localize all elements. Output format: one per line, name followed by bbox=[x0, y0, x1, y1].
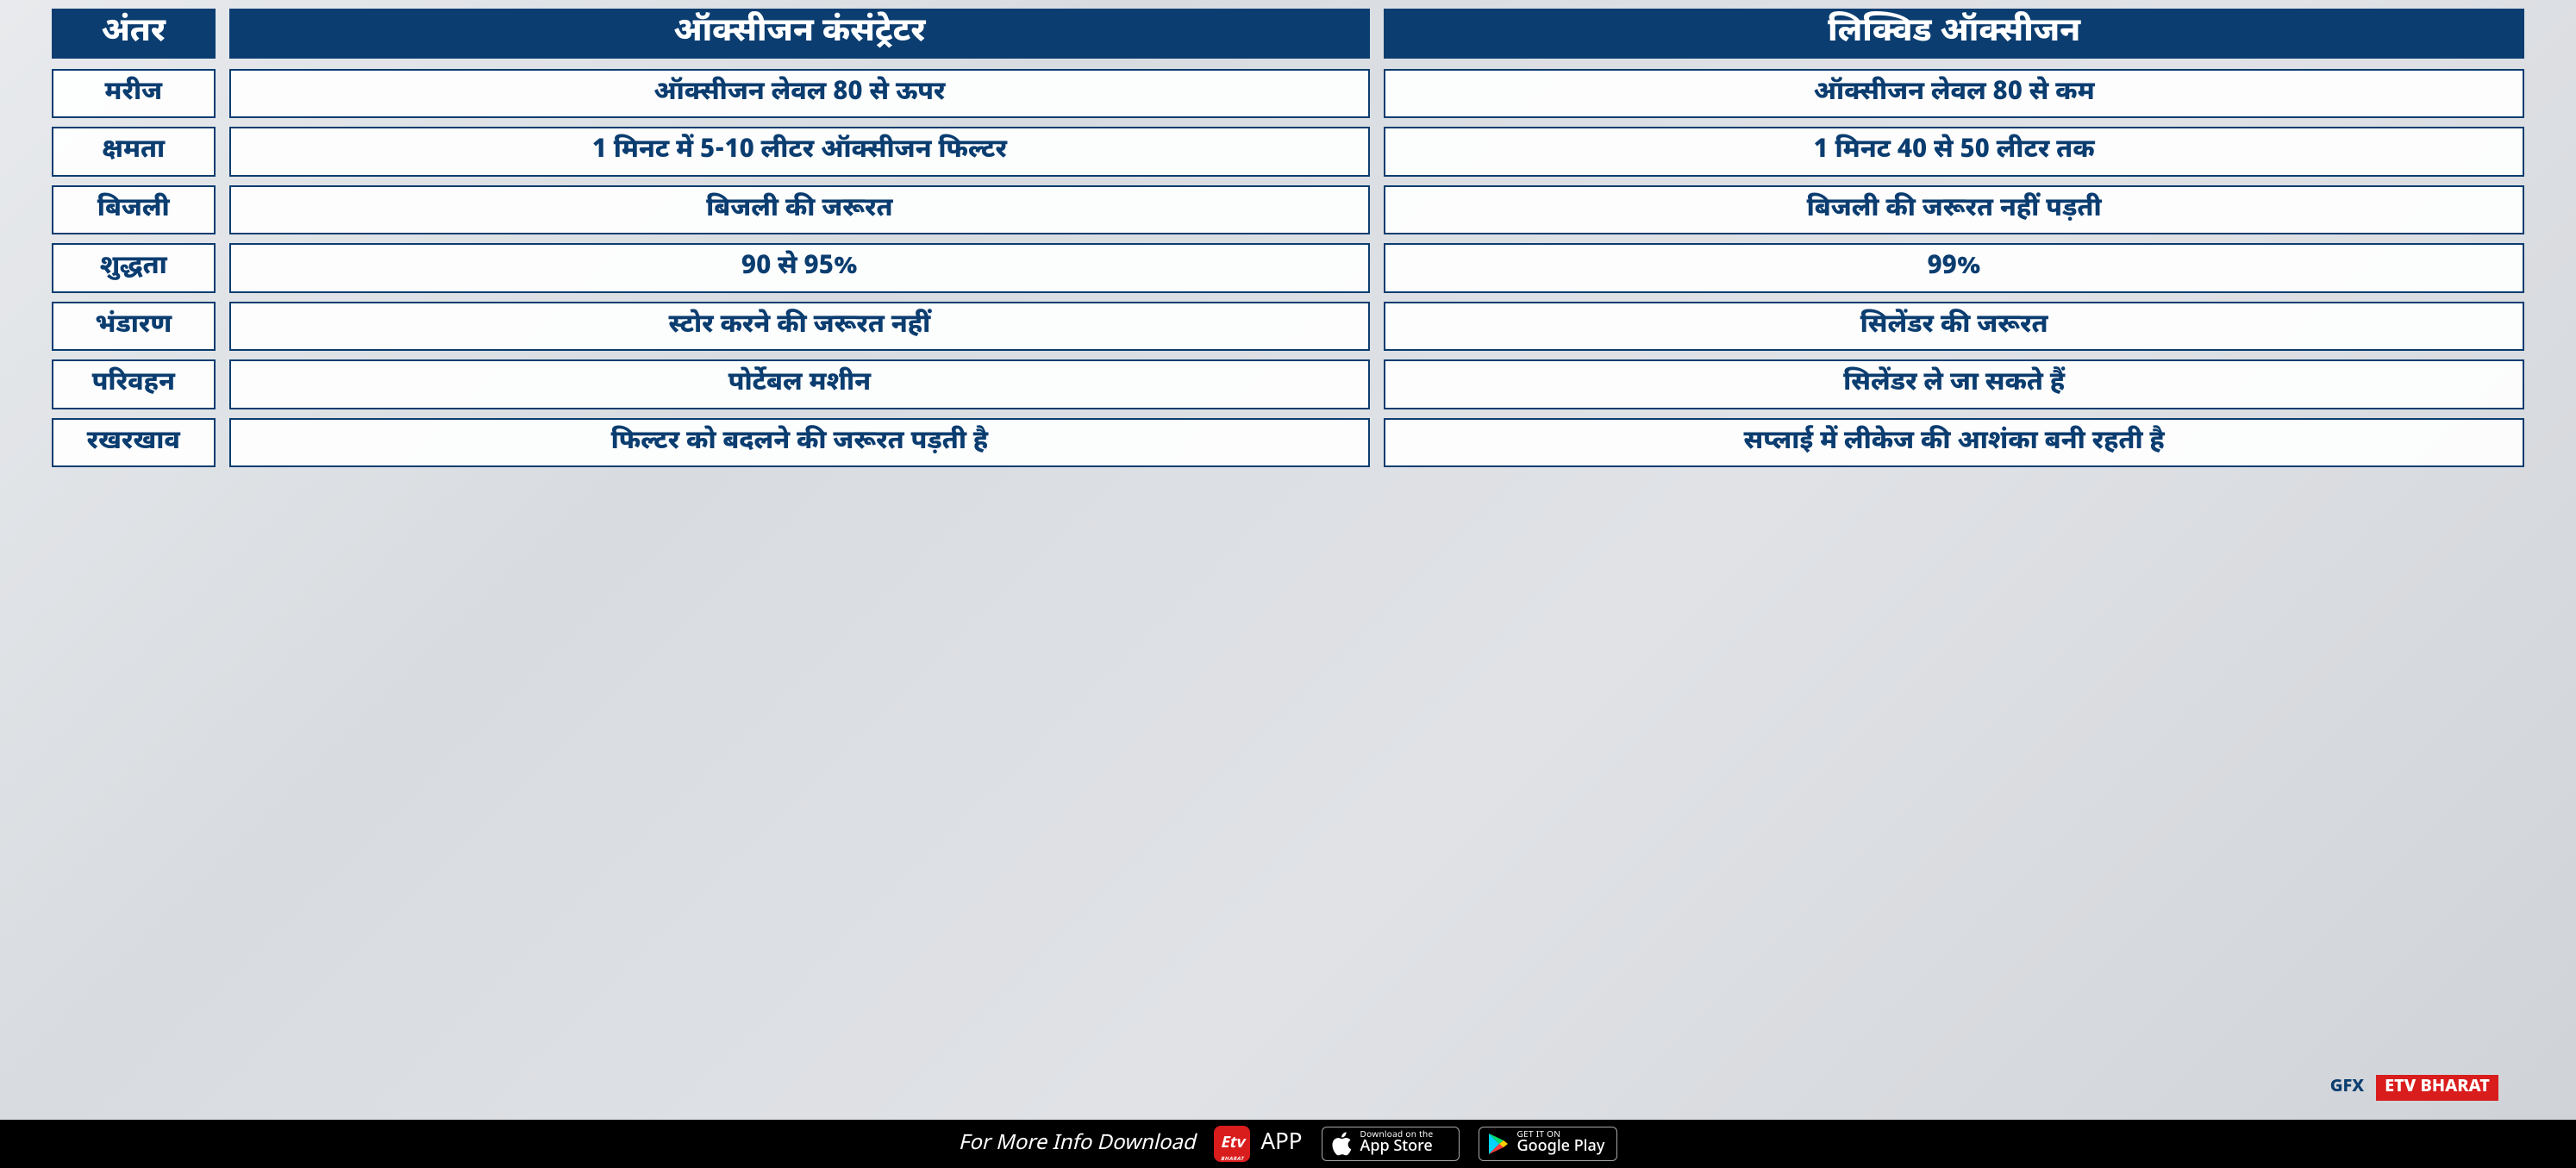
table-row: बिजली बिजली की जरूरत बिजली की जरूरत नहीं… bbox=[52, 185, 2524, 235]
gfx-credit: GFX ETV BHARAT bbox=[2323, 1075, 2498, 1101]
row-col-a: 1 मिनट में 5-10 लीटर ऑक्सीजन फिल्टर bbox=[229, 127, 1370, 177]
row-col-a: पोर्टेबल मशीन bbox=[229, 359, 1370, 409]
row-col-b: सिलेंडर ले जा सकते हैं bbox=[1384, 359, 2524, 409]
table-row: भंडारण स्टोर करने की जरूरत नहीं सिलेंडर … bbox=[52, 302, 2524, 352]
row-col-b: 1 मिनट 40 से 50 लीटर तक bbox=[1384, 127, 2524, 177]
row-col-b: सिलेंडर की जरूरत bbox=[1384, 302, 2524, 352]
play-big: Google Play bbox=[1517, 1140, 1605, 1156]
app-logo-subtext: BHARAT bbox=[1214, 1157, 1250, 1163]
header-difference: अंतर bbox=[52, 9, 216, 59]
row-label: बिजली bbox=[52, 185, 216, 235]
table-header-row: अंतर ऑक्सीजन कंसंट्रेटर लिक्विड ऑक्सीजन bbox=[52, 9, 2524, 59]
footer-bar: For More Info Download Etv BHARAT APP Do… bbox=[0, 1120, 2576, 1168]
row-col-a: स्टोर करने की जरूरत नहीं bbox=[229, 302, 1370, 352]
app-store-badge[interactable]: Download on the App Store bbox=[1322, 1127, 1460, 1161]
row-col-a: ऑक्सीजन लेवल 80 से ऊपर bbox=[229, 69, 1370, 119]
row-col-b: बिजली की जरूरत नहीं पड़ती bbox=[1384, 185, 2524, 235]
row-col-b: 99% bbox=[1384, 243, 2524, 293]
row-label: परिवहन bbox=[52, 359, 216, 409]
row-label: रखरखाव bbox=[52, 418, 216, 468]
row-col-a: 90 से 95% bbox=[229, 243, 1370, 293]
footer-prompt: For More Info Download bbox=[959, 1130, 1196, 1158]
table-row: क्षमता 1 मिनट में 5-10 लीटर ऑक्सीजन फिल्… bbox=[52, 127, 2524, 177]
row-label: शुद्धता bbox=[52, 243, 216, 293]
comparison-table: अंतर ऑक्सीजन कंसंट्रेटर लिक्विड ऑक्सीजन … bbox=[52, 9, 2524, 467]
gfx-label: GFX bbox=[2323, 1075, 2371, 1101]
table-row: रखरखाव फिल्टर को बदलने की जरूरत पड़ती है… bbox=[52, 418, 2524, 468]
table-row: मरीज ऑक्सीजन लेवल 80 से ऊपर ऑक्सीजन लेवल… bbox=[52, 69, 2524, 119]
table-row: शुद्धता 90 से 95% 99% bbox=[52, 243, 2524, 293]
app-word: APP bbox=[1260, 1129, 1302, 1159]
row-label: क्षमता bbox=[52, 127, 216, 177]
google-play-icon bbox=[1488, 1133, 1509, 1155]
row-label: मरीज bbox=[52, 69, 216, 119]
row-col-b: सप्लाई में लीकेज की आशंका बनी रहती है bbox=[1384, 418, 2524, 468]
app-logo-text: Etv bbox=[1221, 1134, 1245, 1154]
appstore-big: App Store bbox=[1360, 1140, 1447, 1156]
table-row: परिवहन पोर्टेबल मशीन सिलेंडर ले जा सकते … bbox=[52, 359, 2524, 409]
row-col-a: बिजली की जरूरत bbox=[229, 185, 1370, 235]
google-play-badge[interactable]: GET IT ON Google Play bbox=[1479, 1127, 1618, 1161]
row-col-b: ऑक्सीजन लेवल 80 से कम bbox=[1384, 69, 2524, 119]
header-concentrator: ऑक्सीजन कंसंट्रेटर bbox=[229, 9, 1370, 59]
row-label: भंडारण bbox=[52, 302, 216, 352]
etv-app-logo-icon: Etv BHARAT bbox=[1214, 1126, 1250, 1162]
row-col-a: फिल्टर को बदलने की जरूरत पड़ती है bbox=[229, 418, 1370, 468]
header-liquid-oxygen: लिक्विड ऑक्सीजन bbox=[1384, 9, 2524, 59]
apple-icon bbox=[1331, 1132, 1352, 1156]
brand-badge: ETV BHARAT bbox=[2376, 1075, 2498, 1101]
